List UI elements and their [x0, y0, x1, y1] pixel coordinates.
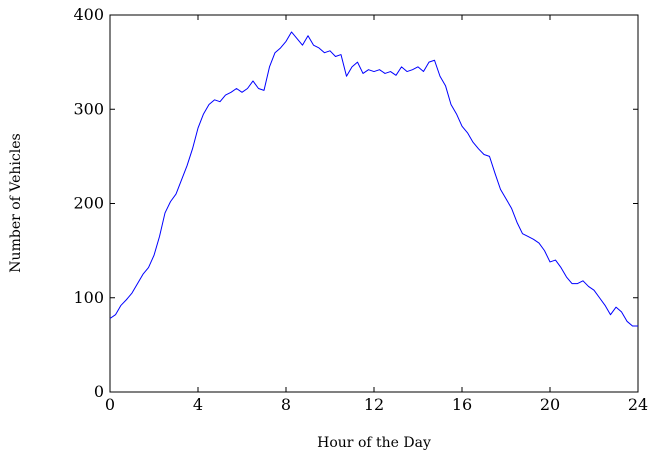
y-axis-ticks: 0 100 200 300 400 — [73, 5, 638, 401]
y-tick-label: 400 — [73, 5, 104, 24]
x-tick-label: 12 — [364, 395, 384, 414]
x-tick-label: 4 — [193, 395, 203, 414]
series-line — [109, 31, 638, 327]
x-axis-title: Hour of the Day — [317, 435, 431, 451]
y-tick-label: 200 — [73, 194, 104, 213]
x-tick-label: 8 — [281, 395, 291, 414]
y-tick-label: 300 — [73, 99, 104, 118]
x-tick-label: 16 — [452, 395, 472, 414]
y-axis-title: Number of Vehicles — [8, 133, 24, 272]
x-axis-ticks: 0 4 8 12 16 20 24 — [105, 15, 648, 414]
y-tick-label: 100 — [73, 288, 104, 307]
y-tick-label: 0 — [94, 382, 104, 401]
x-tick-label: 24 — [628, 395, 648, 414]
x-tick-label: 20 — [540, 395, 560, 414]
x-tick-label: 0 — [105, 395, 115, 414]
